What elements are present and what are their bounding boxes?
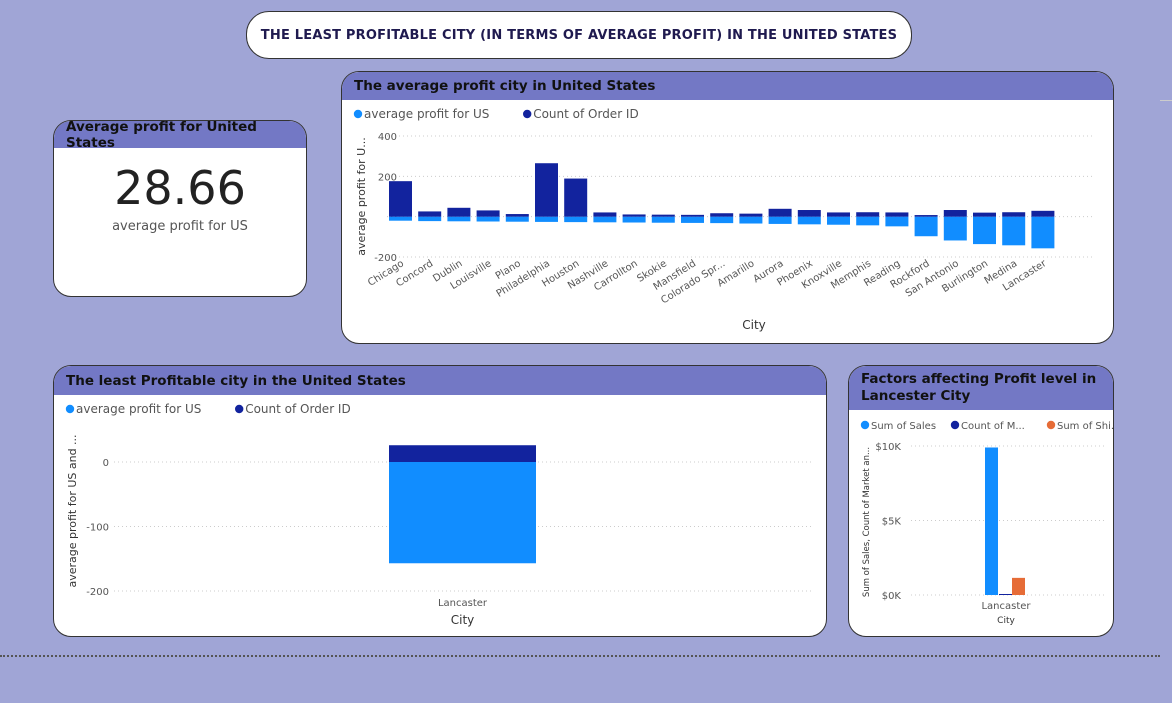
bar-order-count-Houston	[564, 178, 588, 217]
bar-order-count-Carrollton	[622, 214, 646, 217]
page-title: THE LEAST PROFITABLE CITY (IN TERMS OF A…	[246, 11, 912, 59]
factors-card[interactable]: Factors affecting Profit level in Lances…	[848, 365, 1114, 637]
bar-avg-profit-Colorado Spr...	[710, 216, 734, 224]
y-tick-label: -100	[86, 523, 109, 534]
bar-avg-profit-Chicago	[389, 216, 412, 221]
bar-order-count-Reading	[885, 212, 909, 217]
x-axis-title: City	[742, 318, 766, 332]
bar-avg-profit-Rockford	[914, 216, 938, 237]
x-tick-label: Lancaster	[981, 601, 1031, 612]
y-tick-label: 400	[378, 132, 397, 143]
avg-profit-city-card[interactable]: The average profit city in United States…	[341, 71, 1114, 344]
kpi-card-header: Average profit for United States	[54, 121, 306, 151]
legend-marker-1	[523, 109, 532, 119]
legend-marker-1	[950, 420, 960, 430]
bar-order-count-Medina	[1002, 212, 1026, 217]
kpi-card[interactable]: Average profit for United States 28.66 a…	[53, 120, 307, 297]
factors-header: Factors affecting Profit level in Lances…	[849, 366, 1113, 410]
bar-avg-profit-Carrollton	[622, 216, 646, 223]
bar-order-count-Chicago	[389, 181, 412, 217]
x-axis-title: City	[997, 616, 1015, 626]
bar-avg-profit-Medina	[1002, 216, 1026, 246]
bar-avg-profit-Aurora	[768, 216, 792, 224]
bar-order-count-Philadelphia	[535, 163, 558, 217]
bar-order-count-Concord	[418, 211, 442, 217]
page-divider	[0, 655, 1160, 657]
bar-order-count-Amarillo	[739, 213, 763, 217]
legend-label-1: Count of Order ID	[245, 402, 351, 416]
bar-avg-profit-Mansfield	[681, 216, 704, 223]
bar-avg-profit-Dublin	[447, 216, 471, 222]
bar-2	[1012, 577, 1025, 595]
bar-avg-profit-Lancaster	[389, 462, 536, 564]
bar-order-count-Lancaster	[1031, 210, 1055, 217]
factors-chart: Sum of Sales Count of M... Sum of Shi... $1…	[860, 420, 1113, 626]
y-tick-label: 0	[103, 458, 109, 469]
legend-marker-0	[860, 420, 870, 430]
bar-avg-profit-Lancaster	[1031, 216, 1055, 249]
avg-profit-city-header: The average profit city in United States	[342, 72, 1113, 100]
bar-avg-profit-San Antonio	[943, 216, 967, 241]
y-tick-label: $0K	[882, 591, 902, 602]
bar-order-count-Nashville	[593, 212, 617, 217]
bar-avg-profit-Nashville	[593, 216, 617, 223]
y-tick-label: $10K	[875, 442, 901, 453]
least-profitable-city-header: The least Profitable city in the United …	[54, 366, 826, 395]
bar-order-count-Lancaster	[389, 445, 536, 462]
bar-avg-profit-Skokie	[651, 216, 675, 223]
bar-order-count-Mansfield	[681, 214, 704, 217]
least-profitable-city-chart: average profit for US Count of Order ID 0 -…	[65, 402, 814, 627]
bar-1	[999, 594, 1012, 595]
bar-order-count-Plano	[505, 214, 529, 217]
bar-order-count-Phoenix	[797, 210, 821, 217]
kpi-label: average profit for US	[112, 219, 248, 234]
legend-marker-0	[65, 404, 75, 414]
legend-label-0: average profit for US	[76, 402, 201, 416]
bar-order-count-Skokie	[651, 214, 675, 217]
legend-label-2: Sum of Shi...	[1057, 421, 1113, 432]
bar-order-count-Louisville	[476, 210, 500, 217]
bar-avg-profit-Knoxville	[827, 216, 850, 225]
y-axis-title: Sum of Sales, Count of Market an...	[862, 447, 872, 597]
avg-profit-city-chart: average profit for US Count of Order ID 40…	[353, 107, 1092, 332]
y-axis-title: average profit for US and ...	[66, 434, 79, 587]
y-tick-label: $5K	[882, 517, 902, 528]
y-tick-label: -200	[86, 587, 109, 598]
legend-label-1: Count of M...	[961, 421, 1025, 432]
bar-avg-profit-Memphis	[856, 216, 880, 226]
legend-marker-0	[353, 109, 363, 119]
legend-label-0: Sum of Sales	[871, 421, 936, 432]
y-tick-label: 200	[378, 172, 397, 183]
edge-line	[1160, 100, 1172, 101]
bar-order-count-Knoxville	[827, 212, 850, 217]
bar-avg-profit-Philadelphia	[535, 216, 558, 222]
bar-avg-profit-Burlington	[973, 216, 996, 245]
bar-order-count-Colorado Spr...	[710, 213, 734, 217]
least-profitable-city-card[interactable]: The least Profitable city in the United …	[53, 365, 827, 637]
x-tick-label: Lancaster	[438, 598, 488, 609]
kpi-value: 28.66	[114, 161, 246, 215]
bar-avg-profit-Concord	[418, 216, 442, 222]
bar-order-count-San Antonio	[943, 210, 967, 217]
bar-order-count-Aurora	[768, 208, 792, 217]
bar-avg-profit-Phoenix	[797, 216, 821, 225]
legend-marker-2	[1046, 420, 1056, 430]
x-axis-title: City	[451, 613, 475, 627]
bar-avg-profit-Reading	[885, 216, 909, 227]
bar-order-count-Burlington	[973, 212, 996, 217]
bar-order-count-Memphis	[856, 212, 880, 217]
bar-order-count-Rockford	[914, 215, 938, 217]
bar-avg-profit-Amarillo	[739, 216, 763, 224]
legend-label-1: Count of Order ID	[533, 107, 639, 121]
bar-avg-profit-Plano	[505, 216, 529, 222]
y-tick-label: -200	[374, 253, 397, 264]
bar-order-count-Dublin	[447, 207, 471, 217]
legend-label-0: average profit for US	[364, 107, 489, 121]
bar-avg-profit-Houston	[564, 216, 588, 223]
legend-marker-1	[235, 404, 244, 414]
bar-0	[985, 447, 998, 595]
bar-avg-profit-Louisville	[476, 216, 500, 222]
y-axis-title: average profit for U...	[355, 137, 368, 255]
